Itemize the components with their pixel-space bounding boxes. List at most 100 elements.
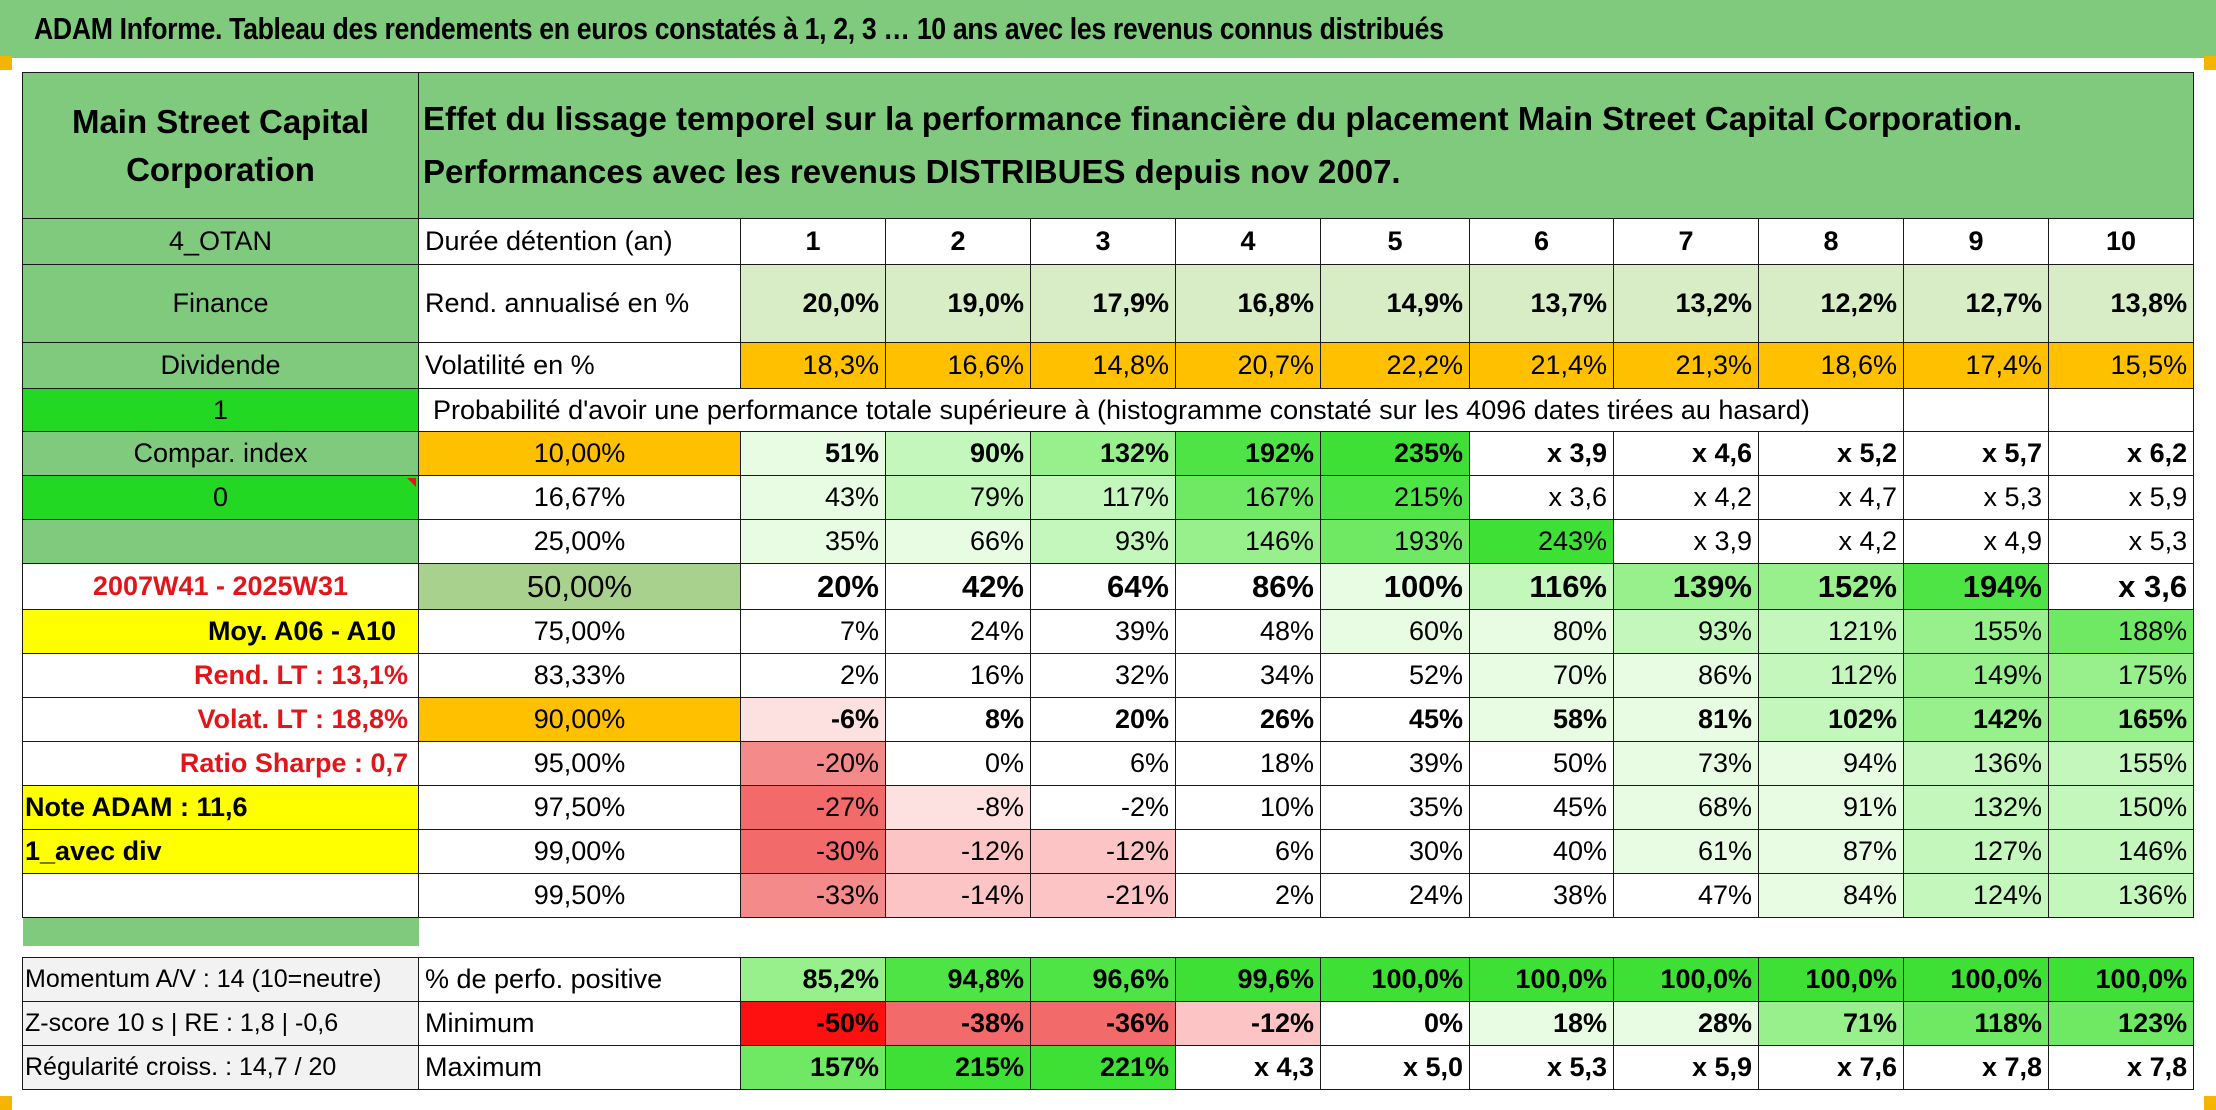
- spacer-cell: [23, 946, 2194, 958]
- max-cell: x 5,0: [1320, 1045, 1470, 1090]
- vol-label: Volatilité en %: [418, 342, 741, 389]
- prob-cell: 35%: [1320, 785, 1470, 830]
- prob-row: Moy. A06 - A10 75,00% 7% 24% 39% 48% 60%…: [22, 609, 2195, 654]
- prob-cell: -20%: [740, 741, 886, 786]
- rend-label: Rend. annualisé en %: [418, 264, 741, 343]
- momentum-label: Momentum A/V : 14 (10=neutre): [22, 957, 419, 1002]
- volatility-row: Dividende Volatilité en % 18,3% 16,6% 14…: [22, 342, 2195, 389]
- duree-label: Durée détention (an): [418, 218, 741, 265]
- prob-row: Note ADAM : 11,6 97,50% -27% -8% -2% 10%…: [22, 785, 2195, 830]
- spacer-row: [23, 946, 2194, 958]
- prob-cell: 6%: [1030, 741, 1176, 786]
- comment-indicator-icon[interactable]: [407, 478, 416, 487]
- spacer-cell: [22, 917, 419, 946]
- prob-cell: x 4,2: [1613, 475, 1759, 520]
- prob-cell: -27%: [740, 785, 886, 830]
- pos-cell: 100,0%: [1320, 957, 1470, 1002]
- prob-cell: 93%: [1613, 609, 1759, 654]
- prob-row-median: 2007W41 - 2025W31 50,00% 20% 42% 64% 86%…: [22, 563, 2195, 610]
- prob-cell: 94%: [1758, 741, 1904, 786]
- vol-cell: 17,4%: [1903, 342, 2049, 389]
- prob-cell: 194%: [1903, 563, 2049, 610]
- prob-cell: x 4,9: [1903, 519, 2049, 564]
- prob-cell: -14%: [885, 873, 1031, 918]
- prob-cell: 42%: [885, 563, 1031, 610]
- moy-label: Moy. A06 - A10: [22, 609, 419, 654]
- prob-cell: 60%: [1320, 609, 1470, 654]
- page-title-bar: ADAM Informe. Tableau des rendements en …: [0, 0, 2216, 58]
- prob-cell: 51%: [740, 431, 886, 476]
- prob-cell: 20%: [1030, 697, 1176, 742]
- prob-cell: 35%: [740, 519, 886, 564]
- spacer-row: [22, 917, 2194, 946]
- year-cell: 6: [1469, 218, 1614, 265]
- max-cell: x 7,6: [1758, 1045, 1904, 1090]
- pos-cell: 96,6%: [1030, 957, 1176, 1002]
- min-cell: 71%: [1758, 1001, 1904, 1046]
- prob-cell: 16%: [885, 653, 1031, 698]
- pos-cell: 85,2%: [740, 957, 886, 1002]
- prob-level: 97,50%: [418, 785, 741, 830]
- prob-row: Compar. index 10,00% 51% 90% 132% 192% 2…: [22, 431, 2195, 476]
- max-label: Maximum: [418, 1045, 741, 1090]
- maximum-row: Régularité croiss. : 14,7 / 20 Maximum 1…: [22, 1045, 2195, 1090]
- prob-level: 95,00%: [418, 741, 741, 786]
- prob-cell: 90%: [885, 431, 1031, 476]
- min-cell: -38%: [885, 1001, 1031, 1046]
- prob-level: 90,00%: [418, 697, 741, 742]
- prob-cell: 127%: [1903, 829, 2049, 874]
- prob-cell: 175%: [2047, 653, 2195, 698]
- prob-cell: 124%: [1903, 873, 2049, 918]
- prob-cell: 38%: [1469, 873, 1614, 918]
- rend-cell: 14,9%: [1320, 264, 1470, 343]
- prob-cell: x 4,2: [1758, 519, 1904, 564]
- proba-label: Probabilité d'avoir une performance tota…: [418, 388, 1904, 432]
- prob-cell: 136%: [2047, 873, 2195, 918]
- prob-cell: 18%: [1175, 741, 1321, 786]
- prob-cell: 80%: [1469, 609, 1614, 654]
- pos-cell: 100,0%: [1903, 957, 2049, 1002]
- year-cell: 8: [1758, 218, 1904, 265]
- prob-cell: 165%: [2047, 697, 2195, 742]
- prob-cell: 86%: [1175, 563, 1321, 610]
- prob-row: 1_avec div 99,00% -30% -12% -12% 6% 30% …: [22, 829, 2195, 874]
- rend-cell: 17,9%: [1030, 264, 1176, 343]
- prob-cell: 167%: [1175, 475, 1321, 520]
- prob-row: 25,00% 35% 66% 93% 146% 193% 243% x 3,9 …: [22, 519, 2195, 564]
- year-cell: 1: [740, 218, 886, 265]
- performance-table-container: Main Street Capital Corporation Effet du…: [22, 72, 2195, 1090]
- performance-table: Main Street Capital Corporation Effet du…: [22, 72, 2195, 1090]
- prob-cell: 73%: [1613, 741, 1759, 786]
- prob-cell: -8%: [885, 785, 1031, 830]
- note-label: Note ADAM : 11,6: [22, 785, 419, 830]
- prob-cell: 45%: [1320, 697, 1470, 742]
- prob-cell: 121%: [1758, 609, 1904, 654]
- prob-row: 0 16,67% 43% 79% 117% 167% 215% x 3,6 x …: [22, 475, 2195, 520]
- prob-level: 99,00%: [418, 829, 741, 874]
- prob-cell: x 4,6: [1613, 431, 1759, 476]
- prob-cell: 87%: [1758, 829, 1904, 874]
- prob-cell: -33%: [740, 873, 886, 918]
- sharpe-label: Ratio Sharpe : 0,7: [22, 741, 419, 786]
- prob-cell: 24%: [1320, 873, 1470, 918]
- prob-cell: 52%: [1320, 653, 1470, 698]
- vol-cell: 15,5%: [2047, 342, 2195, 389]
- corner-marker: [0, 1096, 12, 1110]
- flag-cell[interactable]: 0: [22, 475, 419, 520]
- prob-cell: 7%: [740, 609, 886, 654]
- prob-cell: 150%: [2047, 785, 2195, 830]
- period-label: 2007W41 - 2025W31: [22, 563, 419, 610]
- prob-cell: x 5,3: [2047, 519, 2195, 564]
- prob-cell: 48%: [1175, 609, 1321, 654]
- max-cell: x 5,3: [1469, 1045, 1614, 1090]
- max-cell: 157%: [740, 1045, 886, 1090]
- prob-level: 99,50%: [418, 873, 741, 918]
- rend-cell: 13,8%: [2047, 264, 2195, 343]
- flag-cell[interactable]: 1: [22, 388, 419, 432]
- prob-cell: 117%: [1030, 475, 1176, 520]
- prob-cell: 58%: [1469, 697, 1614, 742]
- vol-cell: 22,2%: [1320, 342, 1470, 389]
- max-cell: x 7,8: [1903, 1045, 2049, 1090]
- max-cell: x 5,9: [1613, 1045, 1759, 1090]
- year-cell: 4: [1175, 218, 1321, 265]
